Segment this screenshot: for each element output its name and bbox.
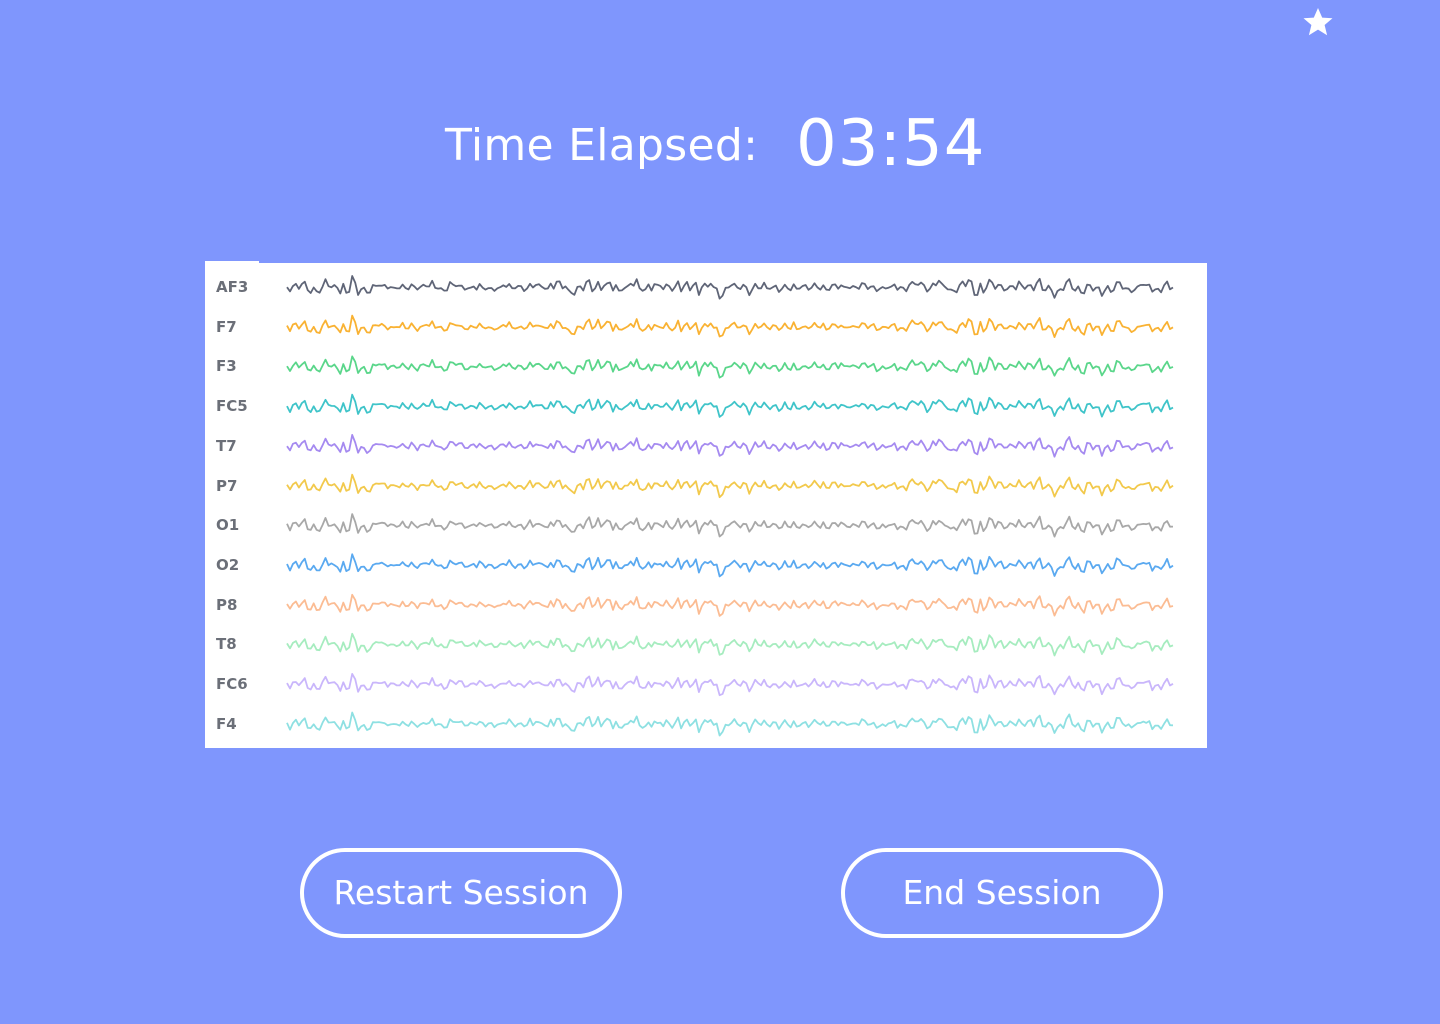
star-icon xyxy=(1303,8,1333,36)
eeg-trace xyxy=(286,553,1174,578)
eeg-trace xyxy=(286,711,1174,737)
eeg-trace xyxy=(286,593,1174,617)
eeg-trace xyxy=(286,393,1174,418)
eeg-chart-panel xyxy=(205,263,1207,748)
eeg-trace xyxy=(286,275,1174,300)
channel-label: FC5 xyxy=(216,397,248,416)
eeg-trace xyxy=(286,355,1174,379)
channel-label: O2 xyxy=(216,555,240,574)
favorite-button[interactable] xyxy=(1300,4,1336,40)
eeg-trace xyxy=(286,632,1174,657)
channel-label: T8 xyxy=(216,635,237,654)
channel-label: T7 xyxy=(216,436,237,455)
end-session-button[interactable]: End Session xyxy=(841,848,1163,938)
channel-label: F4 xyxy=(216,714,237,733)
channel-label: FC6 xyxy=(216,675,248,693)
channel-label: P8 xyxy=(216,595,238,614)
eeg-trace xyxy=(286,314,1174,338)
eeg-trace xyxy=(286,473,1174,499)
eeg-trace xyxy=(286,673,1174,697)
channel-label-strip xyxy=(205,261,259,748)
eeg-trace xyxy=(286,434,1174,458)
time-elapsed-label: Time Elapsed: xyxy=(445,120,759,171)
channel-label: O1 xyxy=(216,516,240,535)
time-elapsed-value: 03:54 xyxy=(796,107,986,181)
eeg-trace xyxy=(286,513,1174,538)
channel-label: P7 xyxy=(216,476,238,495)
eeg-waveforms xyxy=(286,275,1174,737)
restart-session-button[interactable]: Restart Session xyxy=(300,848,622,938)
channel-label: F7 xyxy=(216,317,237,336)
channel-label: F3 xyxy=(216,357,237,376)
channel-label: AF3 xyxy=(216,278,249,296)
